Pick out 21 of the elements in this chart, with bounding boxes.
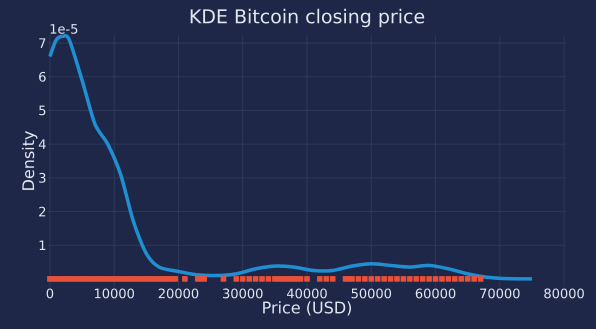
x-tick-label: 80000 (544, 288, 584, 298)
y-tick-label: 2 (39, 206, 46, 216)
y-tick-label: 5 (39, 106, 46, 116)
y-tick-label: 7 (39, 38, 46, 48)
x-tick-label: 20000 (158, 288, 198, 298)
x-tick-label: 40000 (286, 288, 327, 298)
x-tick-label: 30000 (223, 288, 263, 298)
x-tick-label: 70000 (480, 288, 520, 298)
y-tick-label: 4 (38, 139, 46, 149)
x-tick-label: 0 (46, 288, 54, 298)
line-series (48, 34, 534, 281)
x-tick-label: 50000 (352, 288, 392, 298)
x-axis-title: Price (USD) (263, 301, 352, 316)
y-tick-label: 3 (39, 172, 46, 183)
y-tick-label: 6 (39, 72, 46, 82)
text: 1e-5 (50, 24, 78, 34)
chart-title: KDE Bitcoin closing price (190, 8, 424, 28)
x-tick-label: 10000 (94, 288, 134, 298)
y-tick-label: 1 (40, 240, 46, 250)
y-axis-title: Density (22, 131, 38, 190)
x-tick-label: 60000 (416, 288, 456, 298)
